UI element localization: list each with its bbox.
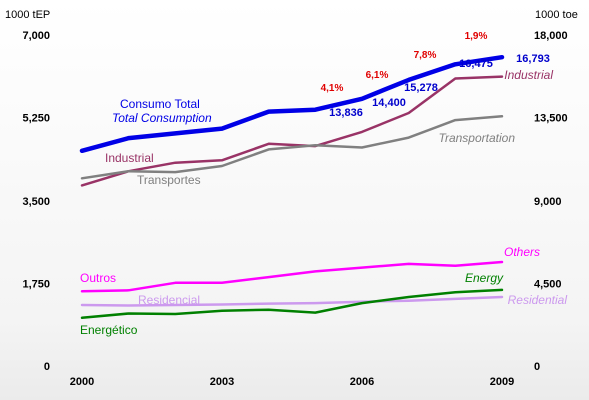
total-value-annotation: 16,475 (459, 58, 493, 70)
y-right-unit-label: 1000 toe (535, 9, 578, 21)
series-layer (79, 54, 505, 320)
y-right-tick-label: 9,000 (534, 196, 562, 208)
y-left-tick-label: 3,500 (22, 196, 50, 208)
percentage-annotation: 4,1% (321, 83, 344, 94)
series-label-total-en: Total Consumption (112, 111, 212, 125)
series-label-transport-en: Transportation (439, 131, 516, 145)
series-label-transport-pt: Transportes (137, 173, 201, 187)
y-right-tick-label: 18,000 (534, 30, 568, 42)
percentage-annotation: 1,9% (465, 31, 488, 42)
axes-layer: 1000 tEP 1000 toe 7,000 5,250 3,500 1,750 0 1… (5, 9, 578, 388)
series-line-industrial (80, 75, 504, 187)
x-tick-label: 2003 (210, 376, 234, 388)
y-right-tick-label: 13,500 (534, 113, 568, 125)
series-label-others-en: Others (504, 245, 540, 259)
y-left-tick-label: 5,250 (22, 113, 50, 125)
y-left-tick-label: 7,000 (22, 30, 50, 42)
x-tick-label: 2009 (490, 376, 514, 388)
series-line-residential (80, 295, 504, 307)
series-label-total-pt: Consumo Total (120, 97, 200, 111)
series-label-industrial-pt: Industrial (105, 151, 154, 165)
percentage-annotation: 7,8% (414, 50, 437, 61)
series-label-others-pt: Outros (80, 271, 116, 285)
percentage-annotation: 6,1% (366, 70, 389, 81)
total-value-annotation: 15,278 (404, 82, 438, 94)
y-left-tick-label: 0 (44, 361, 50, 373)
series-label-energy-en: Energy (465, 271, 504, 285)
total-value-annotation: 16,793 (516, 53, 550, 65)
y-left-tick-label: 1,750 (22, 279, 50, 291)
y-left-unit-label: 1000 tEP (5, 9, 50, 21)
series-label-industrial-en: Industrial (504, 68, 553, 82)
total-value-annotation: 14,400 (372, 97, 406, 109)
series-label-residential-en: Residential (508, 293, 568, 307)
total-value-annotation: 13,836 (329, 107, 363, 119)
y-right-tick-label: 4,500 (534, 279, 562, 291)
series-label-energy-pt: Energético (80, 323, 138, 337)
x-tick-label: 2000 (70, 376, 94, 388)
series-line-others (80, 260, 504, 293)
series-line-energy (80, 288, 504, 320)
series-line-transport (80, 115, 504, 180)
x-tick-label: 2006 (350, 376, 374, 388)
y-right-tick-label: 0 (534, 361, 540, 373)
series-line-total (79, 54, 505, 154)
series-label-residential-pt: Residencial (138, 293, 200, 307)
